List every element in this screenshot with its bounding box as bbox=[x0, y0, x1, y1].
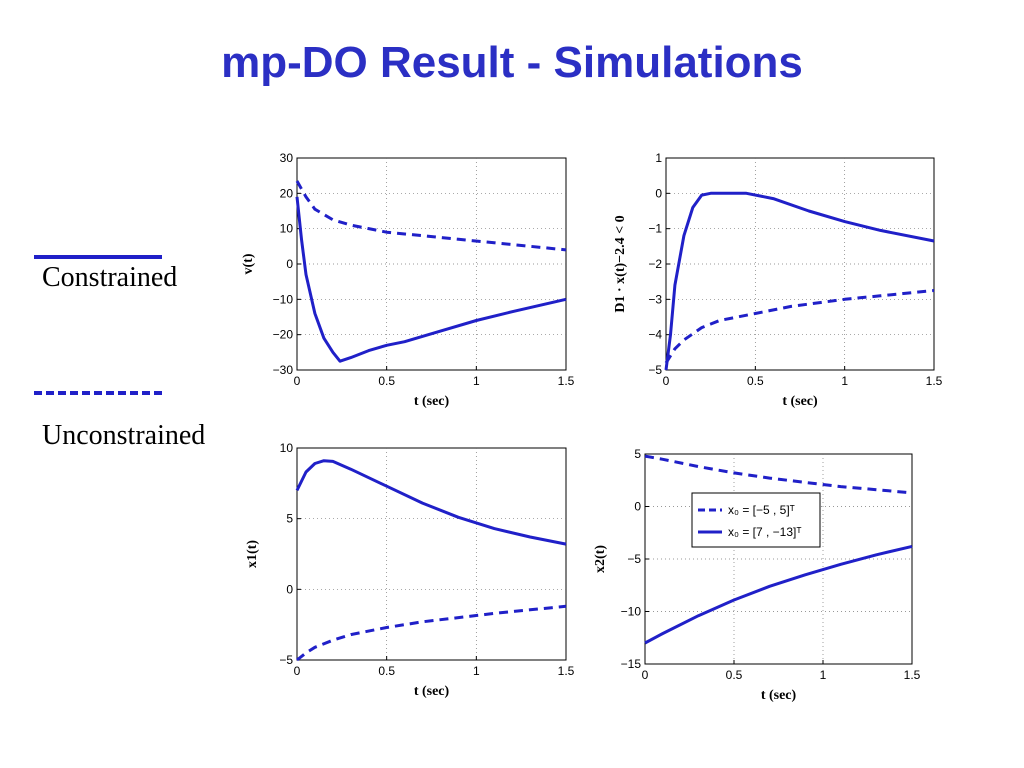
y-tick-label: −2 bbox=[648, 257, 662, 271]
y-tick-label: 10 bbox=[280, 441, 294, 455]
y-tick-label: −3 bbox=[648, 292, 662, 306]
y-axis-label: x1(t) bbox=[245, 540, 260, 568]
y-axis-label: D1 · x(t)−2.4 < 0 bbox=[613, 215, 628, 312]
y-tick-label: −15 bbox=[621, 657, 642, 671]
x-axis-label: t (sec) bbox=[761, 688, 797, 703]
series-line-solid bbox=[664, 191, 935, 371]
series-line-dashed bbox=[296, 604, 567, 662]
y-tick-label: −1 bbox=[648, 222, 662, 236]
x-tick-label: 0.5 bbox=[726, 668, 743, 682]
series-line-solid bbox=[295, 196, 567, 363]
y-tick-label: 0 bbox=[286, 582, 293, 596]
y-tick-label: −10 bbox=[273, 292, 294, 306]
y-tick-label: 5 bbox=[634, 447, 641, 461]
x-tick-label: 1 bbox=[473, 664, 480, 678]
y-axis-label: x2(t) bbox=[593, 545, 608, 573]
x-tick-label: 0 bbox=[663, 374, 670, 388]
x-tick-label: 0 bbox=[642, 668, 649, 682]
unconstrained-legend-label: Unconstrained bbox=[42, 420, 206, 451]
x-tick-label: 1.5 bbox=[558, 374, 575, 388]
y-tick-label: 0 bbox=[286, 257, 293, 271]
constrained-legend-line bbox=[34, 255, 162, 259]
x-tick-label: 1 bbox=[841, 374, 848, 388]
x-tick-label: 1.5 bbox=[558, 664, 575, 678]
x-tick-label: 0.5 bbox=[378, 374, 395, 388]
y-tick-label: −5 bbox=[279, 653, 293, 667]
x-tick-label: 0 bbox=[294, 374, 301, 388]
y-tick-label: −5 bbox=[648, 363, 662, 377]
y-tick-label: −30 bbox=[273, 363, 294, 377]
y-tick-label: 0 bbox=[634, 500, 641, 514]
plot-v: 0 0.5 1 1.5 −30 −20 −10 0 10 20 30 t (sec) v(t) bbox=[241, 151, 575, 409]
plot-legend-box bbox=[691, 492, 821, 548]
y-tick-label: −5 bbox=[627, 552, 641, 566]
y-axis-label: v(t) bbox=[241, 253, 256, 274]
x-tick-label: 1.5 bbox=[926, 374, 943, 388]
y-tick-label: 10 bbox=[280, 222, 294, 236]
x-tick-label: 0.5 bbox=[747, 374, 764, 388]
y-tick-label: 0 bbox=[655, 186, 662, 200]
x-tick-label: 1 bbox=[820, 668, 827, 682]
series-line-solid bbox=[644, 544, 913, 645]
plot-x2: 0 0.5 1 1.5 −15 −10 −5 0 5 t (sec) x2(t) x₀ = [−5 ,… bbox=[593, 447, 921, 703]
legend-entry-label: x₀ = [7 , −13]ᵀ bbox=[728, 525, 802, 539]
series-line-dashed bbox=[644, 454, 913, 495]
y-tick-label: 1 bbox=[655, 151, 662, 165]
y-tick-label: 20 bbox=[280, 186, 294, 200]
legend-entry-label: x₀ = [−5 , 5]ᵀ bbox=[728, 503, 795, 517]
y-tick-label: −20 bbox=[273, 328, 294, 342]
y-tick-label: −10 bbox=[621, 605, 642, 619]
unconstrained-legend-line bbox=[34, 391, 162, 395]
x-tick-label: 0 bbox=[294, 664, 301, 678]
x-tick-label: 1.5 bbox=[904, 668, 921, 682]
series-line-solid bbox=[295, 459, 567, 546]
plot-frame bbox=[296, 447, 567, 661]
constrained-legend-label: Constrained bbox=[42, 262, 178, 293]
x-axis-label: t (sec) bbox=[414, 684, 450, 699]
x-tick-label: 1 bbox=[473, 374, 480, 388]
x-axis-label: t (sec) bbox=[414, 394, 450, 409]
page-title: mp-DO Result - Simulations bbox=[221, 38, 803, 87]
plot-d: 0 0.5 1 1.5 −5 −4 −3 −2 −1 0 1 t (sec) D1 · x(t)−2.4… bbox=[613, 151, 943, 409]
x-axis-label: t (sec) bbox=[782, 394, 818, 409]
y-tick-label: 5 bbox=[286, 512, 293, 526]
y-tick-label: −4 bbox=[648, 328, 662, 342]
series-line-dashed bbox=[295, 180, 567, 252]
series-line-dashed bbox=[664, 289, 935, 364]
x-tick-label: 0.5 bbox=[378, 664, 395, 678]
y-tick-label: 30 bbox=[280, 151, 294, 165]
